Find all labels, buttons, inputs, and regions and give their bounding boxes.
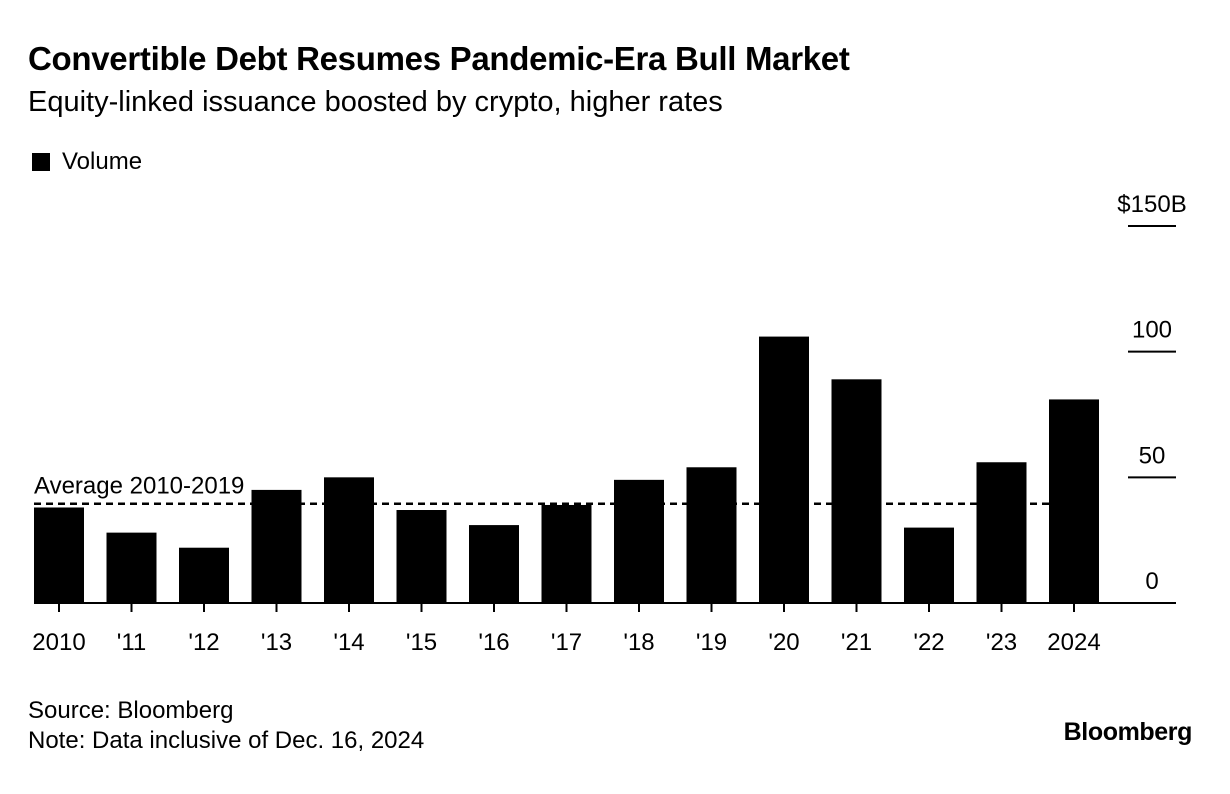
bar-11 — [831, 379, 882, 603]
y-tick-label: 0 — [1145, 568, 1158, 595]
bar-10 — [759, 336, 809, 603]
x-tick-label: '12 — [188, 629, 219, 656]
chart-subtitle: Equity-linked issuance boosted by crypto… — [28, 86, 723, 118]
bar-14 — [1049, 399, 1099, 603]
x-tick-label: '22 — [913, 629, 944, 656]
bar-2 — [179, 547, 229, 603]
bar-5 — [396, 510, 447, 603]
bar-8 — [614, 479, 664, 603]
bar-0 — [34, 507, 84, 603]
chart-title: Convertible Debt Resumes Pandemic-Era Bu… — [28, 40, 850, 77]
x-tick-label: 2024 — [1047, 629, 1100, 656]
bar-3 — [251, 489, 302, 603]
x-tick-label: '23 — [986, 629, 1017, 656]
x-tick-label: '16 — [478, 629, 509, 656]
legend-label: Volume — [62, 148, 143, 175]
source-note: Source: Bloomberg — [28, 697, 234, 724]
y-tick-label: $150B — [1117, 191, 1186, 218]
bar-12 — [904, 527, 954, 603]
x-tick-label: '14 — [333, 629, 364, 656]
bar-4 — [324, 477, 374, 603]
bar-6 — [469, 525, 519, 603]
x-tick-label: '15 — [406, 629, 437, 656]
bar-9 — [686, 467, 737, 603]
y-tick-label: 100 — [1132, 317, 1172, 344]
data-note: Note: Data inclusive of Dec. 16, 2024 — [28, 727, 425, 754]
bar-1 — [106, 532, 157, 603]
y-tick-label: 50 — [1139, 442, 1166, 469]
x-tick-label: '17 — [551, 629, 582, 656]
legend: Volume — [32, 148, 142, 176]
bar-13 — [976, 462, 1027, 603]
bloomberg-logo: Bloomberg — [1063, 718, 1193, 746]
x-tick-label: '20 — [768, 629, 799, 656]
legend-swatch — [32, 153, 50, 171]
x-tick-label: '19 — [696, 629, 727, 656]
bar-7 — [541, 504, 592, 603]
x-tick-label: '18 — [623, 629, 654, 656]
x-tick-label: 2010 — [32, 629, 85, 656]
x-tick-label: '13 — [261, 629, 292, 656]
average-reference-label: Average 2010-2019 — [34, 473, 244, 500]
x-tick-label: '21 — [841, 629, 872, 656]
x-tick-label: '11 — [117, 629, 147, 656]
